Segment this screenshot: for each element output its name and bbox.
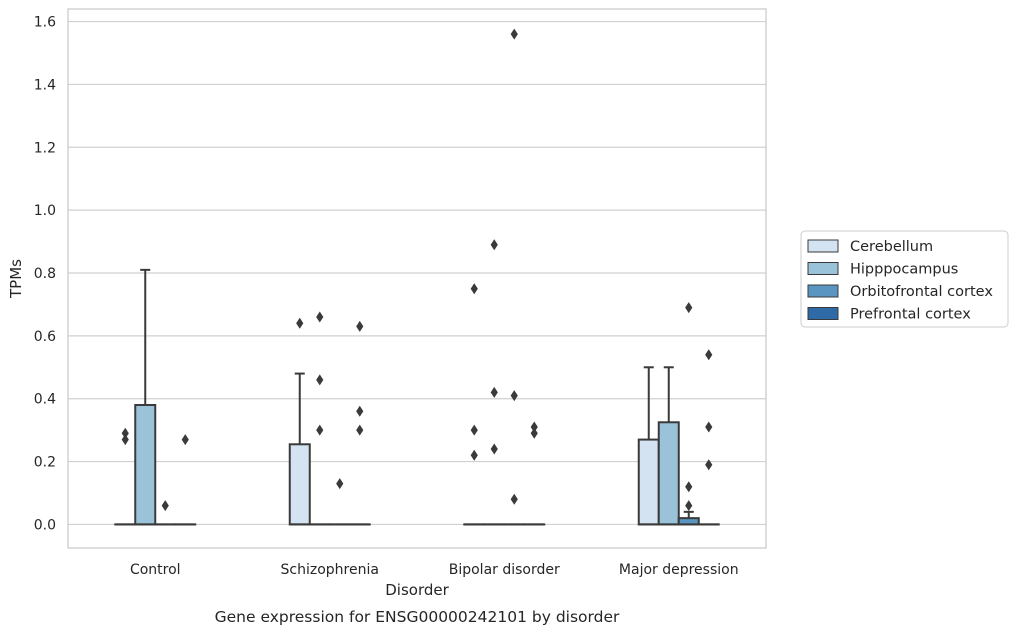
outlier-point bbox=[510, 390, 518, 402]
box-body bbox=[288, 443, 311, 526]
box-prefrontal-cortex bbox=[523, 421, 546, 526]
x-tick-label: Control bbox=[130, 562, 181, 578]
box-cerebellum bbox=[288, 317, 311, 526]
legend-label: Cerebellum bbox=[850, 239, 933, 255]
outlier-point bbox=[510, 493, 518, 505]
outlier-point bbox=[530, 427, 538, 439]
box-prefrontal-cortex bbox=[697, 349, 720, 526]
outlier-point bbox=[356, 424, 364, 436]
legend: Cerebellum Hipppocampus Orbitofrontal cort… bbox=[800, 230, 1009, 328]
x-axis-label: Disorder bbox=[385, 581, 449, 599]
box-body bbox=[637, 438, 660, 526]
outlier-point bbox=[316, 374, 324, 386]
outlier-point bbox=[121, 434, 129, 446]
y-tick-label: 1.2 bbox=[34, 140, 56, 156]
outlier-point bbox=[316, 311, 324, 323]
outlier-point bbox=[490, 386, 498, 398]
outlier-point bbox=[121, 427, 129, 439]
x-tick-label: Bipolar disorder bbox=[449, 562, 560, 578]
y-tick-label: 0.6 bbox=[34, 329, 56, 345]
outlier-point bbox=[705, 459, 713, 471]
outlier-point bbox=[490, 443, 498, 455]
box-body bbox=[657, 421, 680, 526]
box-orbitofrontal-cortex bbox=[154, 500, 177, 526]
outlier-point bbox=[470, 283, 478, 295]
outlier-point bbox=[356, 405, 364, 417]
chart-caption: Gene expression for ENSG00000242101 by d… bbox=[215, 608, 620, 626]
outlier-point bbox=[296, 317, 304, 329]
box-hipppocampus bbox=[134, 268, 157, 526]
y-tick-label: 0.2 bbox=[34, 455, 56, 471]
outlier-point bbox=[470, 424, 478, 436]
x-tick-label: Schizophrenia bbox=[281, 562, 379, 578]
outlier-point bbox=[181, 434, 189, 446]
y-tick-label: 0.8 bbox=[34, 266, 56, 282]
y-axis-label: TPMs bbox=[7, 259, 25, 299]
y-tick-label: 0.4 bbox=[34, 392, 56, 408]
outlier-point bbox=[470, 449, 478, 461]
outlier-point bbox=[336, 478, 344, 490]
legend-frame bbox=[800, 230, 1009, 328]
outlier-point bbox=[705, 349, 713, 361]
outlier-point bbox=[705, 421, 713, 433]
legend-label: Hipppocampus bbox=[850, 262, 958, 278]
box-hipppocampus bbox=[308, 311, 331, 526]
legend-label: Orbitofrontal cortex bbox=[850, 284, 993, 300]
box-orbitofrontal-cortex bbox=[328, 478, 351, 526]
box-prefrontal-cortex bbox=[174, 434, 197, 526]
outlier-point bbox=[490, 239, 498, 251]
box-body bbox=[134, 404, 157, 526]
x-tick-label: Major depression bbox=[619, 562, 739, 578]
box-cerebellum bbox=[463, 283, 486, 526]
boxes-layer bbox=[114, 28, 720, 526]
grid-lines bbox=[68, 20, 766, 526]
outlier-point bbox=[530, 421, 538, 433]
box-cerebellum bbox=[637, 366, 660, 526]
legend-swatch bbox=[807, 262, 839, 275]
box-hipppocampus bbox=[483, 239, 506, 526]
outlier-point bbox=[510, 28, 518, 40]
x-axis-ticks: Control Schizophrenia Bipolar disorder Majo… bbox=[130, 562, 739, 578]
legend-swatch bbox=[807, 307, 839, 320]
box-orbitofrontal-cortex bbox=[503, 28, 526, 526]
outlier-point bbox=[685, 500, 693, 512]
outlier-point bbox=[161, 500, 169, 512]
legend-swatch bbox=[807, 239, 839, 253]
box-orbitofrontal-cortex bbox=[677, 302, 700, 526]
y-tick-label: 1.6 bbox=[34, 15, 56, 31]
box-hipppocampus bbox=[657, 366, 680, 526]
legend-label: Prefrontal cortex bbox=[850, 307, 971, 323]
legend-swatch bbox=[807, 284, 839, 298]
y-axis-ticks: 0.0 0.2 0.4 0.6 0.8 1.0 1.2 1.4 1.6 bbox=[34, 15, 56, 534]
outlier-point bbox=[356, 320, 364, 332]
plot-frame bbox=[67, 8, 767, 549]
outlier-point bbox=[316, 424, 324, 436]
outlier-point bbox=[685, 302, 693, 314]
y-tick-label: 1.4 bbox=[34, 77, 56, 93]
outlier-point bbox=[685, 481, 693, 493]
box-cerebellum bbox=[114, 427, 137, 526]
y-tick-label: 0.0 bbox=[34, 517, 56, 533]
box-prefrontal-cortex bbox=[348, 320, 371, 526]
y-tick-label: 1.0 bbox=[34, 203, 56, 219]
